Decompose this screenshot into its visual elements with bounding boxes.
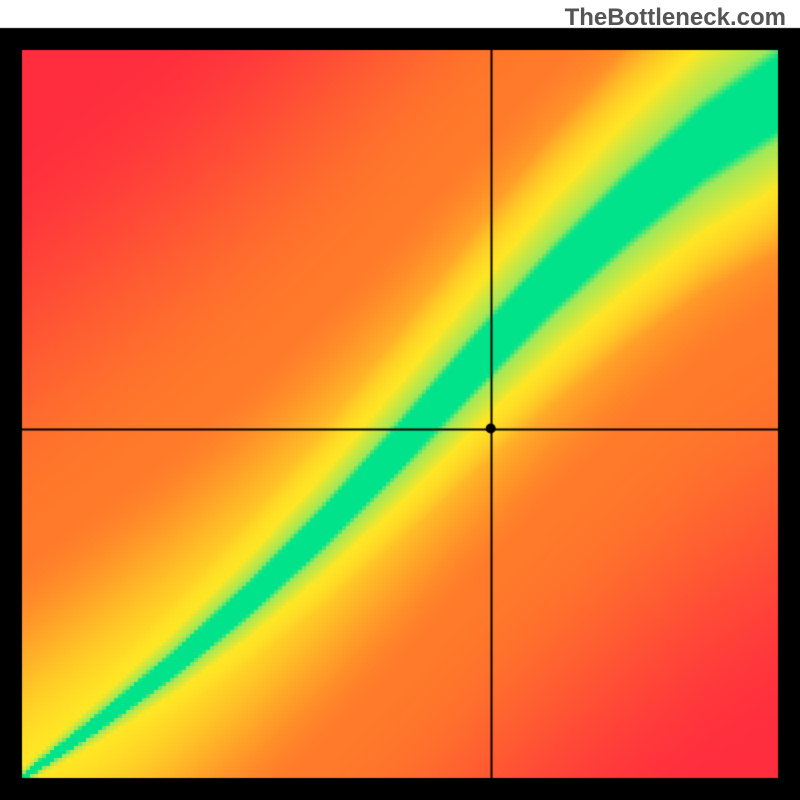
bottleneck-heatmap: [0, 0, 800, 800]
chart-container: TheBottleneck.com: [0, 0, 800, 800]
watermark-text: TheBottleneck.com: [565, 4, 786, 32]
